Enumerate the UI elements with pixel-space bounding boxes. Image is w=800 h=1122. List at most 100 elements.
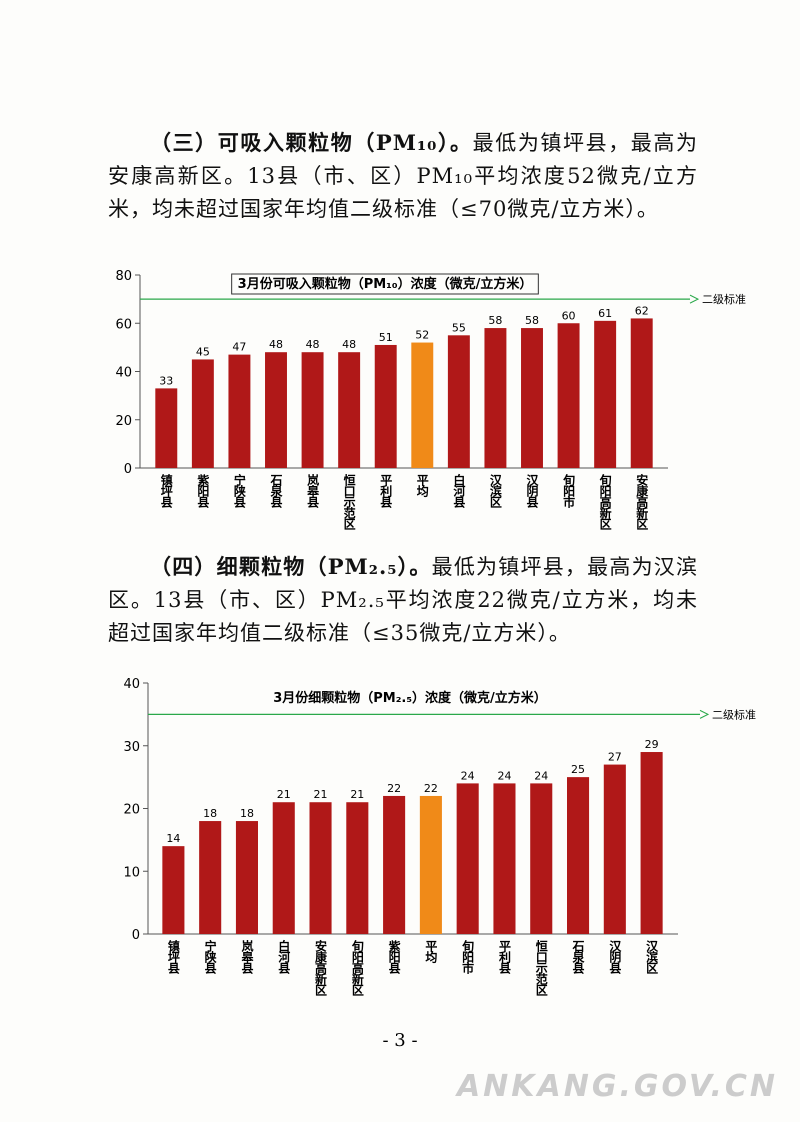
bar xyxy=(484,328,507,468)
data-label: 25 xyxy=(571,763,585,776)
bar xyxy=(557,323,580,468)
x-tick-label: 紫阳县 xyxy=(387,939,401,975)
x-tick-label: 白河县 xyxy=(277,939,291,975)
data-label: 61 xyxy=(598,307,612,320)
data-label: 29 xyxy=(645,738,659,751)
y-tick-label: 20 xyxy=(115,414,132,429)
bar xyxy=(301,352,324,468)
y-tick-label: 40 xyxy=(115,366,132,381)
heading: （三）可吸入颗粒物（PM₁₀）。 xyxy=(150,130,473,155)
x-tick-label: 宁陕县 xyxy=(232,473,246,509)
bar xyxy=(521,328,543,468)
x-tick-label: 恒口示范区 xyxy=(342,473,356,531)
bar xyxy=(272,802,295,934)
chart-title: 3月份可吸入颗粒物（PM₁₀）浓度（微克/立方米） xyxy=(238,276,533,292)
heading: （四）细颗粒物（PM₂.₅）。 xyxy=(150,554,432,579)
data-label: 45 xyxy=(196,345,210,358)
x-tick-label: 石泉县 xyxy=(269,474,283,509)
bar xyxy=(411,342,434,468)
data-label: 24 xyxy=(497,769,511,782)
data-label: 48 xyxy=(306,338,320,351)
data-label: 48 xyxy=(269,338,283,351)
data-label: 21 xyxy=(314,788,328,801)
bar xyxy=(493,783,516,934)
bar xyxy=(338,352,361,468)
bar xyxy=(228,354,251,468)
text: 最低为镇坪县，最高为汉滨区。13县（市、区）PM₂.₅平均浓度22微克/立方米，… xyxy=(108,555,698,645)
bar xyxy=(567,777,590,934)
bar xyxy=(155,388,178,468)
data-label: 21 xyxy=(277,788,291,801)
data-label: 27 xyxy=(608,751,622,764)
reference-label: 二级标准 xyxy=(712,707,756,721)
arrow-head xyxy=(689,294,700,304)
data-label: 14 xyxy=(166,832,180,845)
paragraph: （三）可吸入颗粒物（PM₁₀）。最低为镇坪县，最高为安康高新区。13县（市、区）… xyxy=(108,126,698,226)
x-tick-label: 平利县 xyxy=(497,940,511,975)
data-label: 33 xyxy=(159,374,173,387)
data-label: 55 xyxy=(452,321,466,334)
x-tick-label: 汉滨区 xyxy=(488,473,502,509)
bar xyxy=(191,359,214,468)
bar xyxy=(594,320,617,468)
x-tick-label: 宁陕县 xyxy=(203,939,217,975)
x-tick-label: 汉阴县 xyxy=(525,473,539,509)
y-tick-label: 30 xyxy=(123,740,140,755)
reference-label: 二级标准 xyxy=(702,292,746,306)
page-number: - 3 - xyxy=(382,1030,418,1051)
data-label: 62 xyxy=(635,304,649,317)
bar xyxy=(530,783,553,934)
y-tick-label: 60 xyxy=(115,317,132,332)
bar xyxy=(456,783,479,934)
x-tick-label: 汉滨区 xyxy=(645,939,659,975)
bar xyxy=(447,335,470,468)
bar xyxy=(640,752,663,934)
x-tick-label: 安康高新区 xyxy=(314,939,328,997)
x-tick-label: 汉阴县 xyxy=(608,939,622,975)
bar xyxy=(162,846,185,934)
x-tick-label: 恒口示范区 xyxy=(534,939,548,997)
x-tick-label: 旬阳市 xyxy=(562,473,576,509)
watermark: ANKANG.GOV.CN xyxy=(456,1069,778,1104)
bar xyxy=(309,802,332,934)
chart-title: 3月份细颗粒物（PM₂.₅）浓度（微克/立方米） xyxy=(273,690,547,706)
data-label: 22 xyxy=(387,782,401,795)
data-label: 48 xyxy=(342,338,356,351)
title-box xyxy=(231,273,539,295)
text: 最低为镇坪县，最高为安康高新区。13县（市、区）PM₁₀平均浓度52微克/立方米… xyxy=(108,131,698,221)
data-label: 51 xyxy=(379,331,393,344)
x-tick-label: 平利县 xyxy=(379,474,393,509)
x-tick-label: 安康高新区 xyxy=(635,473,649,531)
x-tick-label: 镇坪县 xyxy=(159,473,173,509)
bar xyxy=(383,795,406,934)
arrow-head xyxy=(699,709,710,719)
data-label: 52 xyxy=(415,329,429,342)
x-tick-label: 岚皋县 xyxy=(306,473,320,509)
data-label: 22 xyxy=(424,782,438,795)
x-tick-label: 平均 xyxy=(424,940,438,964)
data-label: 18 xyxy=(240,807,254,820)
data-label: 47 xyxy=(232,341,246,354)
x-tick-label: 白河县 xyxy=(452,473,466,509)
y-tick-label: 20 xyxy=(123,803,140,818)
y-tick-label: 0 xyxy=(132,928,140,943)
bar xyxy=(374,344,397,468)
x-tick-label: 旬阳高新区 xyxy=(598,473,612,531)
y-tick-label: 40 xyxy=(123,677,140,692)
x-tick-label: 旬阳高新区 xyxy=(350,939,364,997)
x-tick-label: 旬阳市 xyxy=(461,939,475,975)
bar xyxy=(630,318,653,468)
bar xyxy=(265,352,287,468)
data-label: 24 xyxy=(534,769,548,782)
x-tick-label: 紫阳县 xyxy=(196,473,210,509)
data-label: 58 xyxy=(525,314,539,327)
data-label: 24 xyxy=(461,769,475,782)
paragraph: （四）细颗粒物（PM₂.₅）。最低为镇坪县，最高为汉滨区。13县（市、区）PM₂… xyxy=(108,550,698,650)
data-label: 58 xyxy=(488,314,502,327)
bar xyxy=(199,821,222,934)
bar xyxy=(419,795,442,934)
data-label: 21 xyxy=(350,788,364,801)
x-tick-label: 平均 xyxy=(415,474,429,498)
